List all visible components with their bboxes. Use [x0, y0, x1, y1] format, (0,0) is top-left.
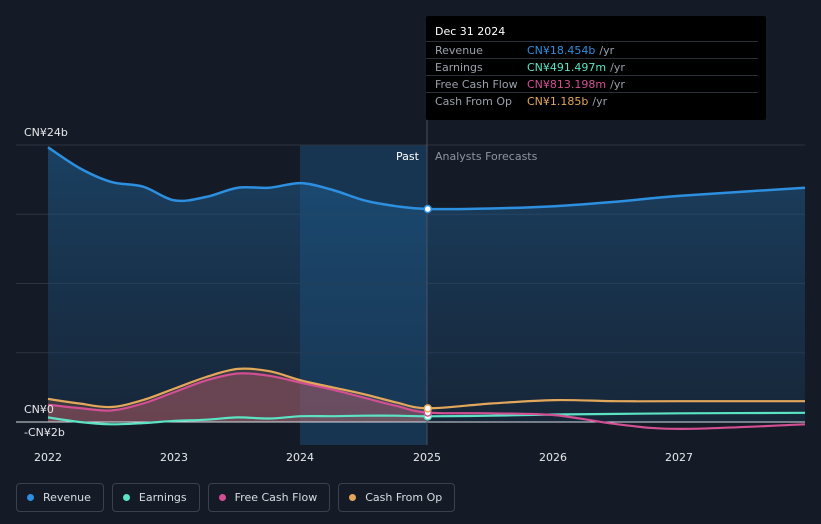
legend-dot-icon — [122, 494, 130, 501]
tooltip-value: CN¥18.454b/yr — [527, 44, 615, 57]
x-tick-2027: 2027 — [665, 451, 693, 464]
x-tick-2023: 2023 — [160, 451, 188, 464]
cash-from-op-line — [47, 367, 805, 410]
tooltip-row-earnings: Earnings CN¥491.497m/yr — [426, 58, 758, 76]
x-tick-2022: 2022 — [34, 451, 62, 464]
y-label-zero: CN¥0 — [24, 403, 54, 416]
legend-dot-icon — [349, 494, 357, 501]
cash-from-op-marker — [423, 404, 433, 413]
hover-markers — [423, 204, 433, 421]
legend-dot-icon — [218, 494, 226, 501]
tooltip-row-cash-from-op: Cash From Op CN¥1.185b/yr — [426, 92, 758, 110]
legend-label: Cash From Op — [365, 491, 443, 504]
tooltip-value: CN¥1.185b/yr — [527, 95, 608, 108]
revenue-marker — [423, 204, 433, 214]
tooltip-value: CN¥813.198m/yr — [527, 78, 625, 91]
y-label-top: CN¥24b — [24, 126, 68, 139]
tooltip-name: Earnings — [435, 61, 483, 74]
tooltip: Dec 31 2024 Revenue CN¥18.454b/yr Earnin… — [426, 16, 766, 120]
revenue-line — [47, 146, 806, 211]
free-cash-flow-area — [48, 373, 428, 422]
x-tick-2024: 2024 — [286, 451, 314, 464]
legend-item-earnings[interactable]: Earnings — [111, 483, 200, 512]
legend-item-free-cash-flow[interactable]: Free Cash Flow — [207, 483, 331, 512]
forecast-label: Analysts Forecasts — [435, 150, 538, 163]
legend-item-cash-from-op[interactable]: Cash From Op — [338, 483, 456, 512]
y-label-bottom: -CN¥2b — [24, 426, 65, 439]
tooltip-value: CN¥491.497m/yr — [527, 61, 625, 74]
tooltip-name: Revenue — [435, 44, 483, 57]
legend-item-revenue[interactable]: Revenue — [16, 483, 104, 512]
tooltip-row-free-cash-flow: Free Cash Flow CN¥813.198m/yr — [426, 75, 758, 93]
legend-dot-icon — [27, 494, 34, 501]
series-lines — [47, 146, 806, 431]
x-tick-2025: 2025 — [413, 451, 441, 464]
legend-label: Earnings — [138, 491, 187, 504]
cash-from-op-area — [48, 368, 428, 422]
tooltip-date: Dec 31 2024 — [435, 25, 506, 38]
tooltip-name: Cash From Op — [435, 95, 513, 108]
free-cash-flow-line — [47, 372, 806, 431]
earnings-line — [47, 411, 806, 426]
x-tick-2026: 2026 — [539, 451, 567, 464]
tooltip-row-revenue: Revenue CN¥18.454b/yr — [426, 41, 758, 59]
legend-label: Free Cash Flow — [234, 491, 318, 504]
legend-label: Revenue — [43, 491, 91, 504]
legend: Revenue Earnings Free Cash Flow Cash Fro… — [16, 483, 456, 512]
tooltip-name: Free Cash Flow — [435, 78, 518, 91]
past-label: Past — [396, 150, 419, 163]
